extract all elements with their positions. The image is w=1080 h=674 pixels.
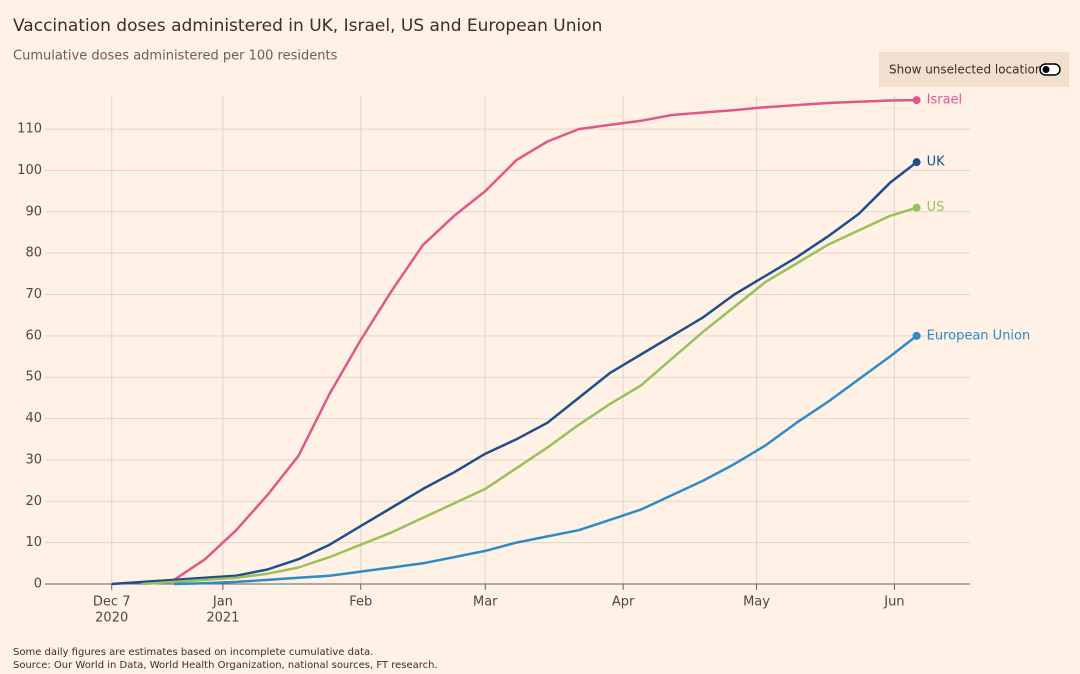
footnote: Some daily figures are estimates based o… [13, 647, 373, 658]
y-tick-label: 20 [25, 494, 42, 509]
y-tick-label: 40 [25, 411, 42, 426]
x-tick-label: 2020 [95, 611, 128, 626]
series-line [111, 161, 918, 586]
series-label: European Union [927, 328, 1031, 343]
toggle-label[interactable]: Show unselected locations [889, 63, 1049, 77]
end-point [912, 96, 921, 105]
y-tick-label: 110 [17, 122, 42, 137]
series-label: UK [927, 155, 946, 170]
series-line [173, 98, 917, 581]
toggle-knob[interactable] [1042, 66, 1050, 73]
y-tick-label: 90 [25, 204, 42, 219]
y-tick-label: 10 [25, 535, 42, 550]
toggle[interactable]: Show unselected locations [879, 52, 1069, 87]
y-tick-label: 0 [34, 577, 42, 592]
series-label: Israel [927, 93, 963, 108]
x-tick-label: May [743, 595, 770, 610]
series-label: US [927, 200, 945, 215]
x-tick-label: Apr [612, 595, 635, 610]
x-tick-label: Jun [883, 595, 904, 610]
end-point [912, 331, 921, 340]
y-tick-label: 100 [17, 163, 42, 178]
series-line [142, 206, 917, 586]
y-tick-label: 80 [25, 246, 42, 261]
x-tick-label: Jan [212, 595, 233, 610]
footnote: Source: Our World in Data, World Health … [13, 660, 438, 671]
x-tick-label: Mar [473, 595, 498, 610]
end-point [912, 203, 921, 212]
chart-subtitle: Cumulative doses administered per 100 re… [13, 49, 338, 64]
series-line [173, 334, 918, 586]
y-tick-label: 50 [25, 370, 42, 385]
y-tick-label: 60 [25, 328, 42, 343]
x-tick-label: 2021 [206, 611, 239, 626]
x-tick-label: Feb [349, 595, 372, 610]
chart-title: Vaccination doses administered in UK, Is… [13, 16, 602, 36]
y-tick-label: 70 [25, 287, 42, 302]
x-tick-label: Dec 7 [93, 595, 131, 610]
toggle-box[interactable] [879, 52, 1069, 87]
y-tick-label: 30 [25, 452, 42, 467]
end-point [912, 158, 921, 167]
